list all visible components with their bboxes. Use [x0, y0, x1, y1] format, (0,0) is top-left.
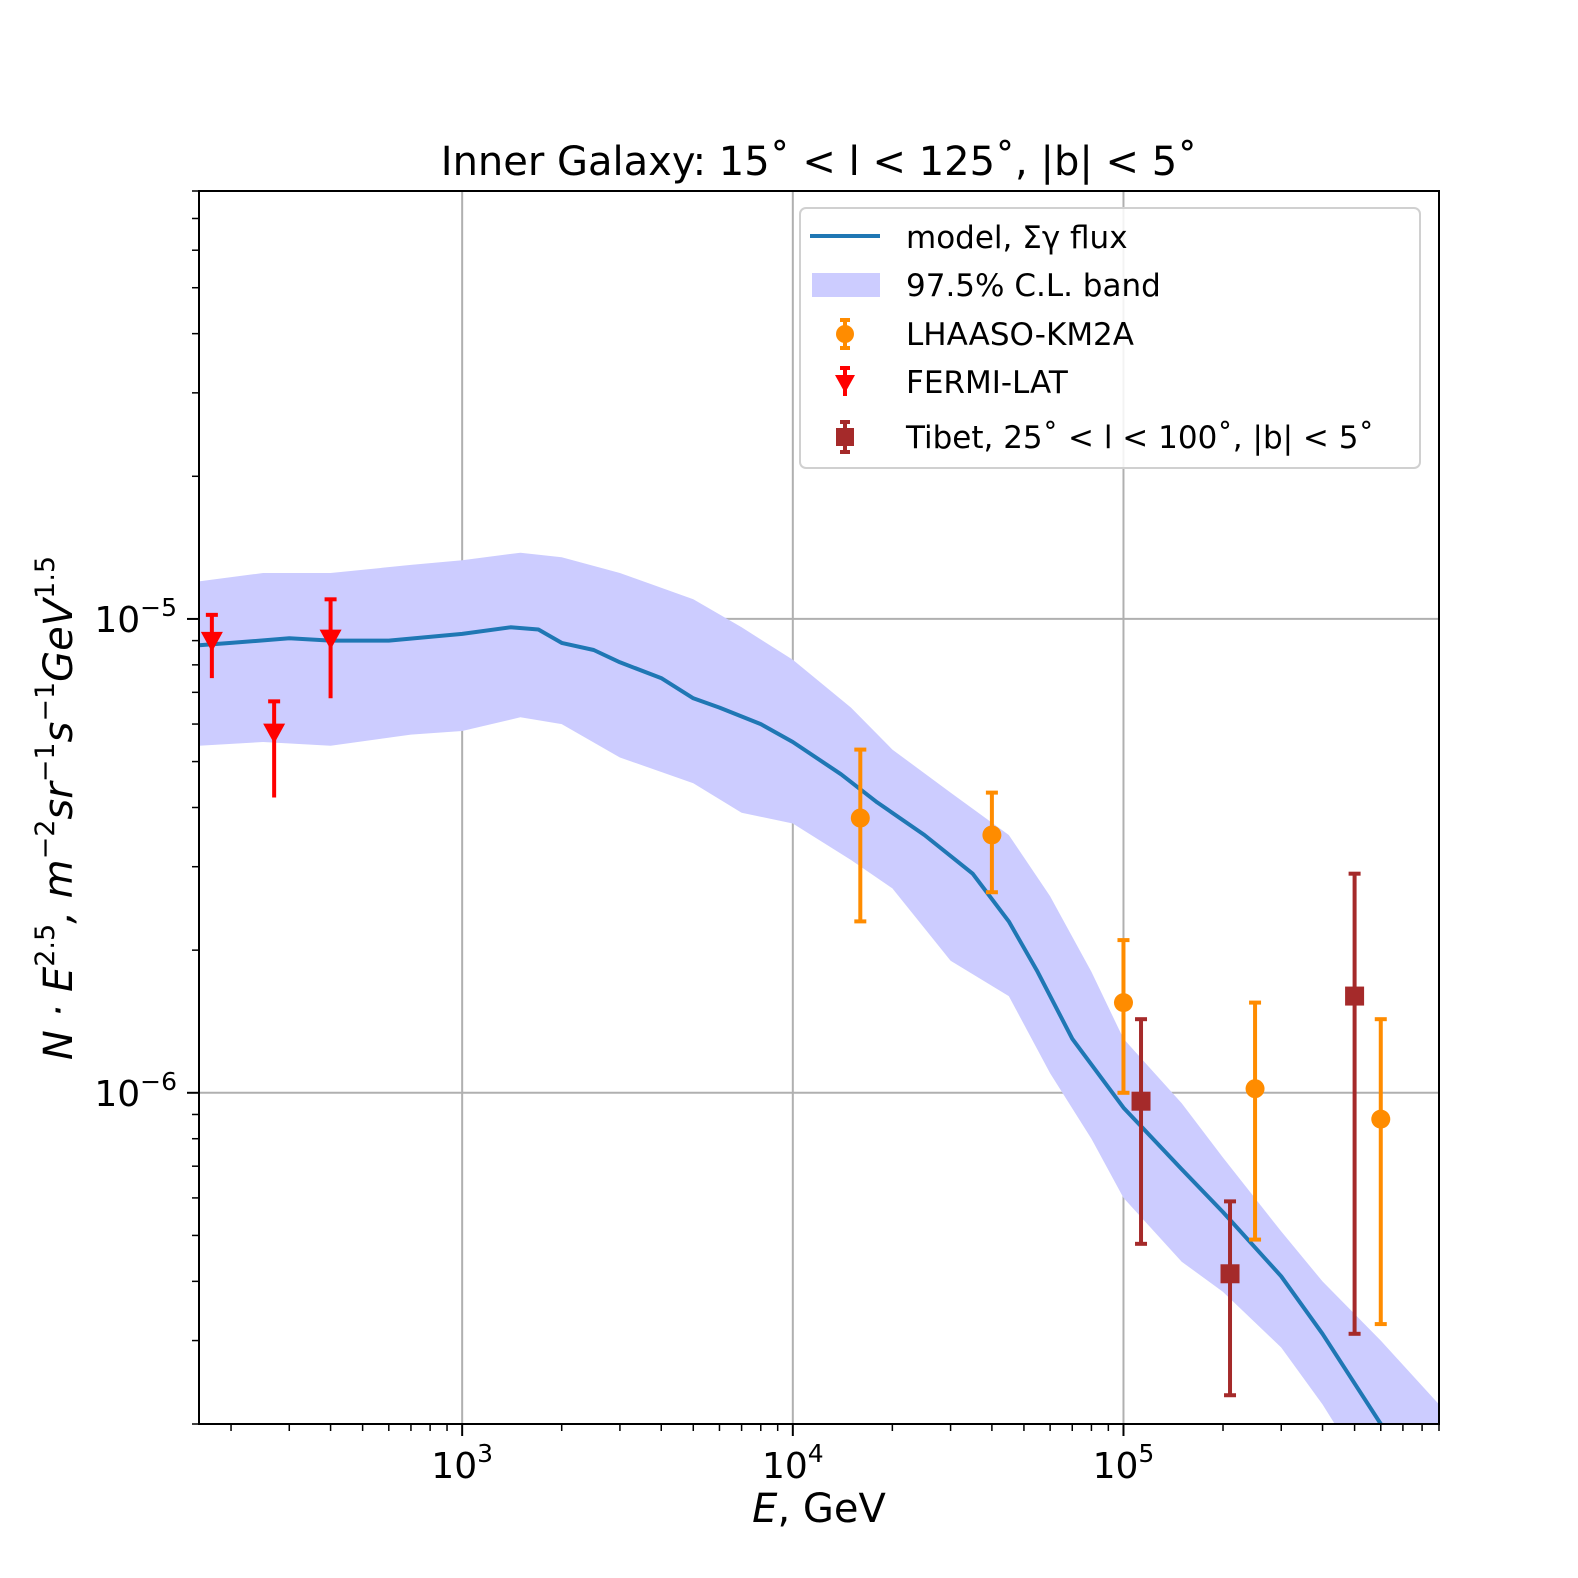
legend-label-lhaaso: LHAASO-KM2A [906, 317, 1134, 353]
fermi-point-0 [200, 612, 223, 679]
lhaaso-marker-4 [1371, 1109, 1391, 1129]
y-tick-label-1: 10−6 [94, 1067, 177, 1115]
confidence-band [199, 552, 1439, 1424]
legend-swatch-lhaaso [836, 318, 854, 350]
legend-label-fermi: FERMI-LAT [906, 365, 1069, 401]
tibet-marker-2 [1345, 986, 1365, 1006]
legend: model, Σγ flux 97.5% C.L. band LHAASO-KM… [799, 207, 1421, 469]
fermi-point-1 [263, 699, 286, 798]
fermi-point-2 [319, 597, 342, 699]
legend-swatch-tibet [836, 420, 854, 454]
lhaaso-point-1 [982, 790, 1002, 895]
axis-ticks: 103 104 105 10−5 10−6 [94, 190, 1440, 1487]
x-tick-label-0: 103 [431, 1439, 493, 1487]
y-axis-label: N · E2.5, m−2sr−1s−1GeV1.5 [30, 556, 82, 1060]
tibet-point-1 [1220, 1199, 1240, 1398]
legend-label-model: model, Σγ flux [906, 220, 1128, 256]
chart-title: Inner Galaxy: 15˚ < l < 125˚, |b| < 5˚ [441, 139, 1197, 185]
tibet-marker-0 [1131, 1091, 1151, 1111]
tibet-point-2 [1345, 871, 1365, 1336]
tibet-point-0 [1131, 1017, 1151, 1246]
lhaaso-point-2 [1113, 938, 1133, 1095]
band-area [199, 552, 1439, 1424]
fermi-marker-1 [263, 723, 286, 744]
lhaaso-point-0 [850, 747, 870, 924]
data-points [200, 597, 1391, 1398]
fermi-marker-2 [319, 629, 342, 650]
legend-swatch-band [812, 273, 880, 297]
lhaaso-marker-1 [982, 825, 1002, 845]
fermi-marker-0 [200, 631, 223, 652]
legend-swatch-fermi [835, 366, 855, 396]
legend-label-band: 97.5% C.L. band [906, 268, 1161, 304]
x-tick-label-1: 104 [762, 1439, 824, 1487]
legend-label-tibet: Tibet, 25˚ < l < 100˚, |b| < 5˚ [905, 420, 1374, 456]
x-tick-label-2: 105 [1093, 1439, 1155, 1487]
x-axis-label: E, GeV [752, 1486, 886, 1532]
lhaaso-point-4 [1371, 1017, 1391, 1327]
tibet-marker-1 [1220, 1264, 1240, 1284]
lhaaso-marker-3 [1245, 1079, 1265, 1099]
lhaaso-marker-0 [850, 808, 870, 828]
y-tick-label-0: 10−5 [94, 593, 177, 641]
legend-box [799, 207, 1421, 469]
lhaaso-marker-2 [1113, 993, 1133, 1013]
lhaaso-point-3 [1245, 1000, 1265, 1242]
